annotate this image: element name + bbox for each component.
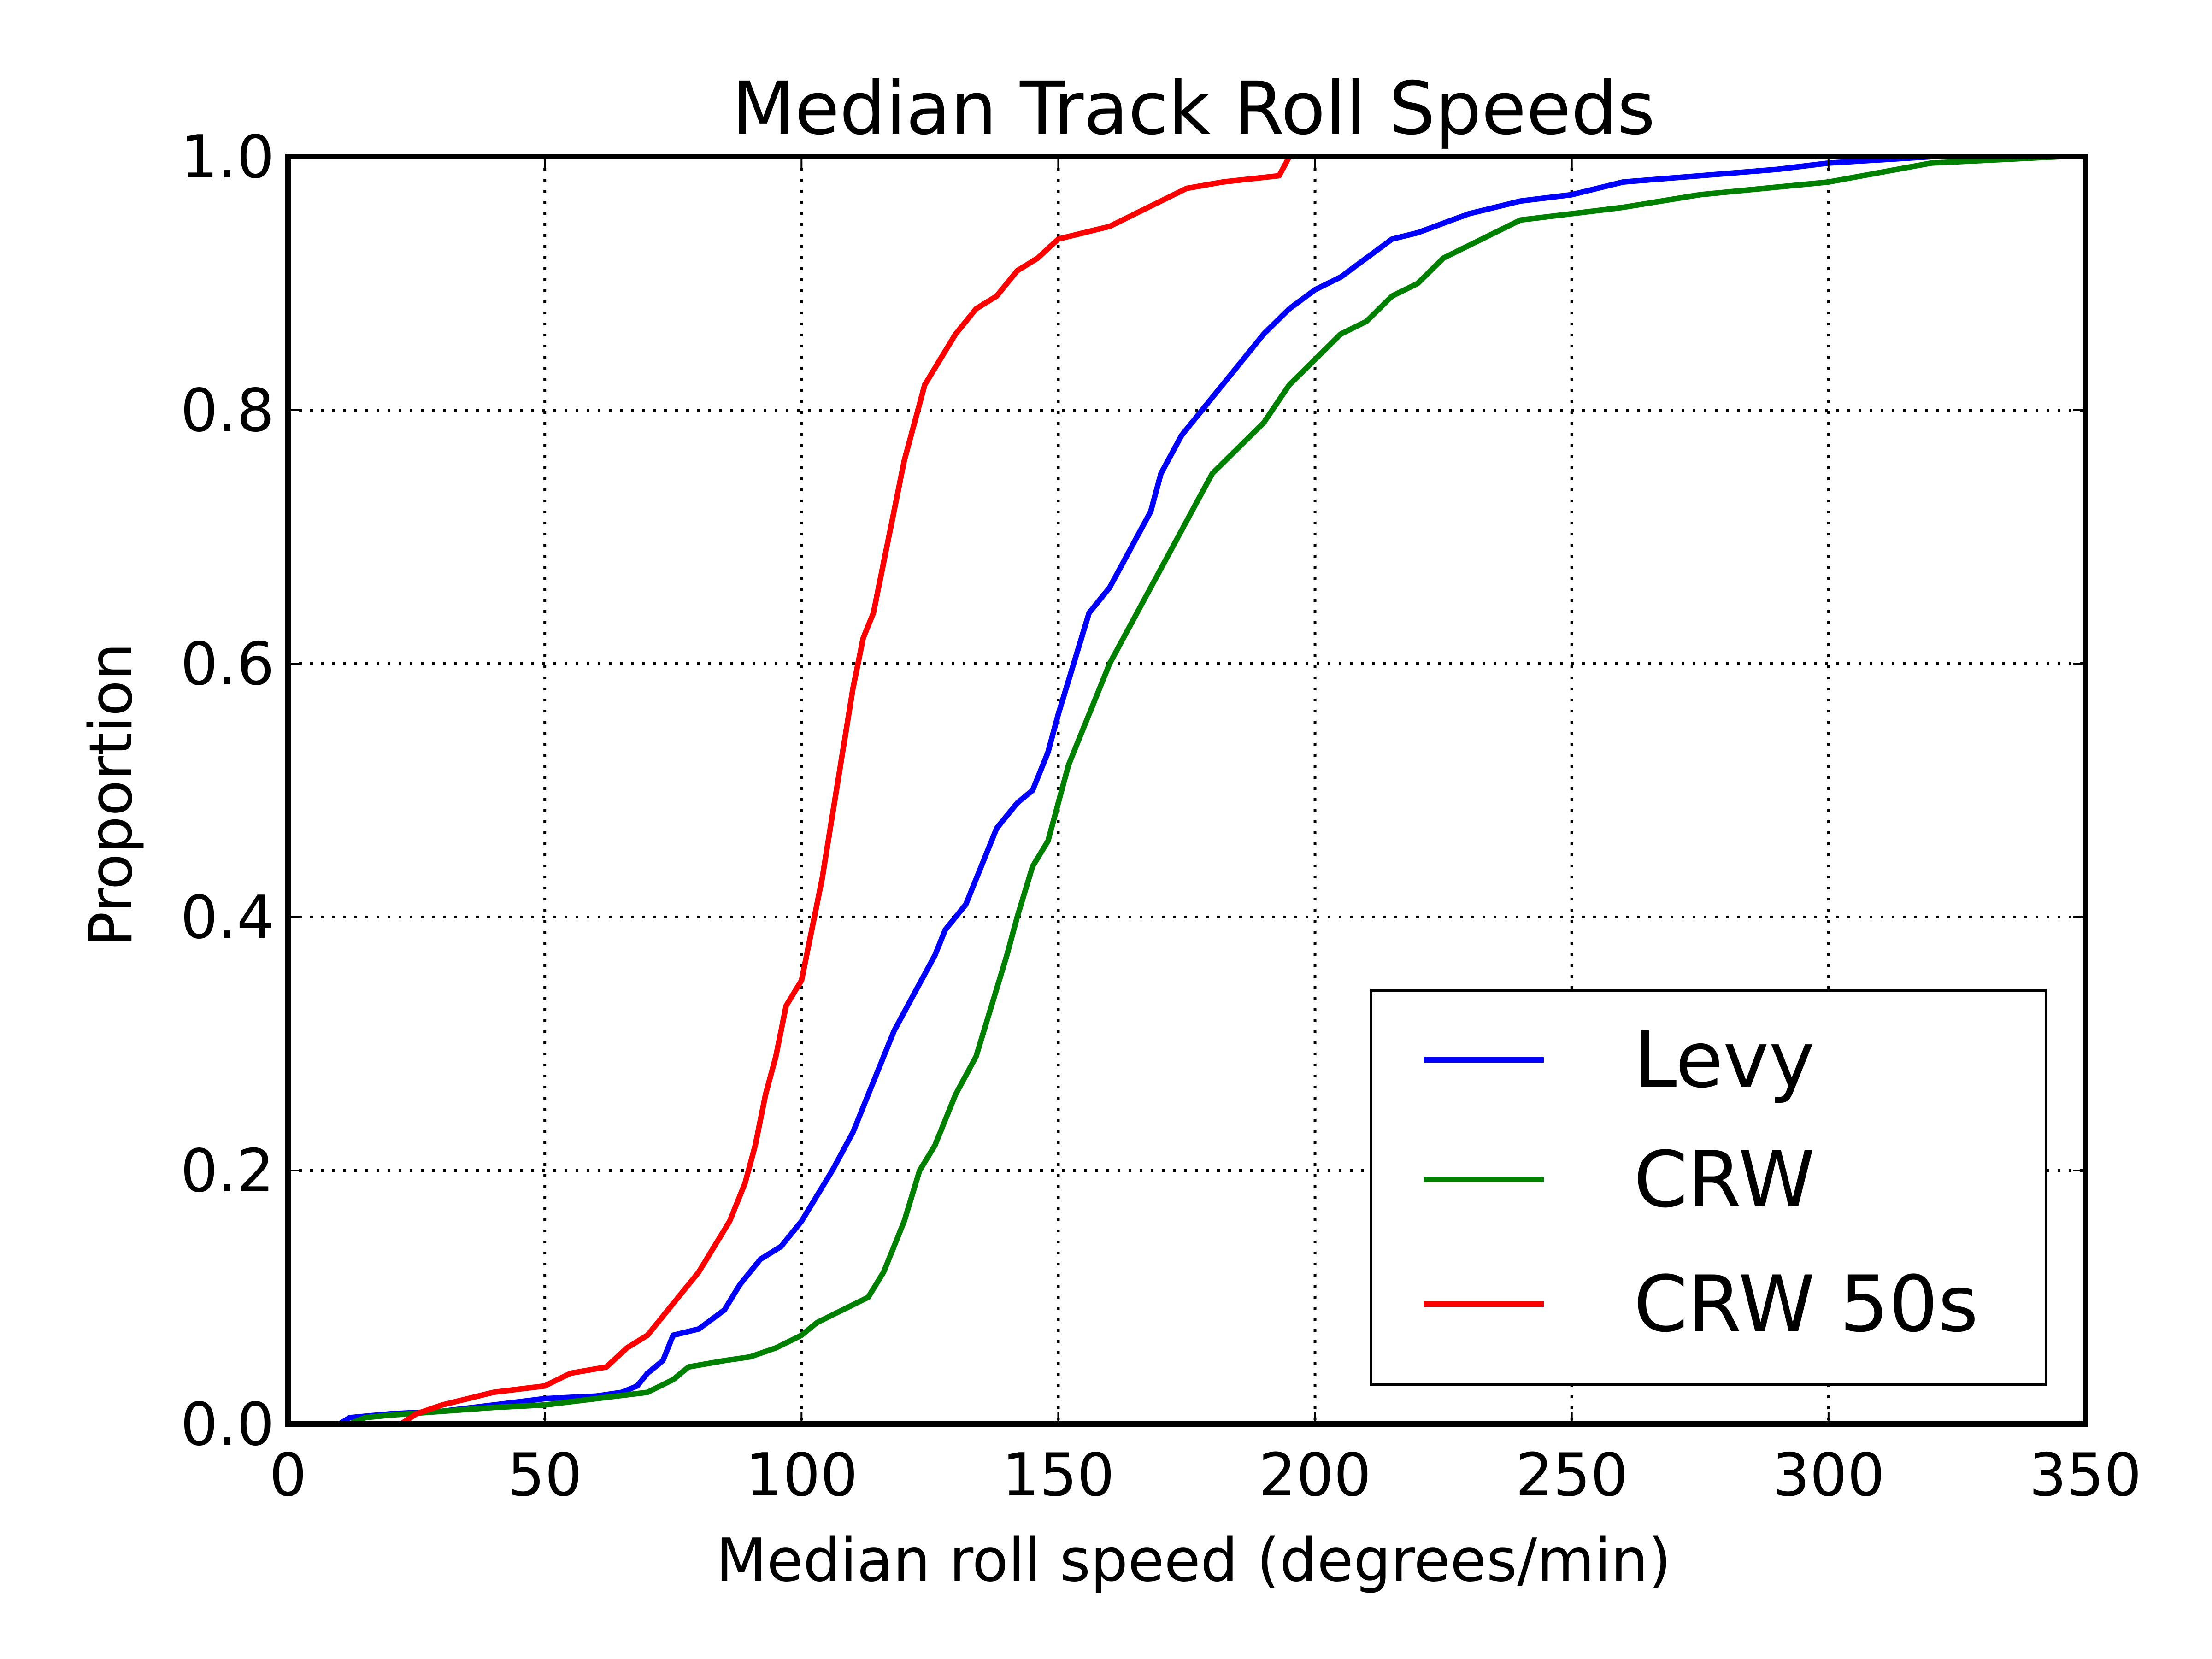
chart-title: Median Track Roll Speeds xyxy=(732,66,1655,151)
legend: Levy CRW CRW 50s xyxy=(1370,989,2047,1386)
y-tick-label: 1.0 xyxy=(180,123,274,192)
x-tick-label: 250 xyxy=(1516,1441,1628,1510)
x-tick-label: 300 xyxy=(1772,1441,1885,1510)
series-line-levy xyxy=(336,154,1934,1427)
x-tick-label: 150 xyxy=(1002,1441,1114,1510)
x-tick-label: 350 xyxy=(2029,1441,2141,1510)
legend-label-crw: CRW xyxy=(1634,1135,1815,1225)
x-tick-label: 100 xyxy=(745,1441,858,1510)
legend-label-crw-50s: CRW 50s xyxy=(1634,1259,1978,1349)
x-tick-label: 50 xyxy=(507,1441,582,1510)
legend-label-levy: Levy xyxy=(1634,1015,1815,1105)
y-tick-label: 0.4 xyxy=(180,883,274,952)
plot-area-frame xyxy=(285,154,2088,1427)
legend-box xyxy=(1370,989,2047,1386)
y-tick-label: 0.8 xyxy=(180,377,274,445)
series-line-crw xyxy=(347,154,2063,1427)
y-tick-label: 0.2 xyxy=(180,1137,274,1206)
grid-lines xyxy=(288,157,2085,1424)
axis-tick-labels: 0 50 100 150 200 250 300 350 0.0 0.2 0.4 0.6 0.8 1.0 xyxy=(180,123,2141,1510)
series-line-crw-50s xyxy=(398,154,1292,1427)
y-tick-label: 0.6 xyxy=(180,630,274,699)
x-tick-label: 200 xyxy=(1259,1441,1371,1510)
series-lines xyxy=(336,154,2063,1427)
y-tick-label: 0.0 xyxy=(180,1390,274,1459)
y-axis-label: Proportion xyxy=(77,643,146,947)
x-axis-label: Median roll speed (degrees/min) xyxy=(716,1526,1671,1595)
x-tick-label: 0 xyxy=(269,1441,306,1510)
